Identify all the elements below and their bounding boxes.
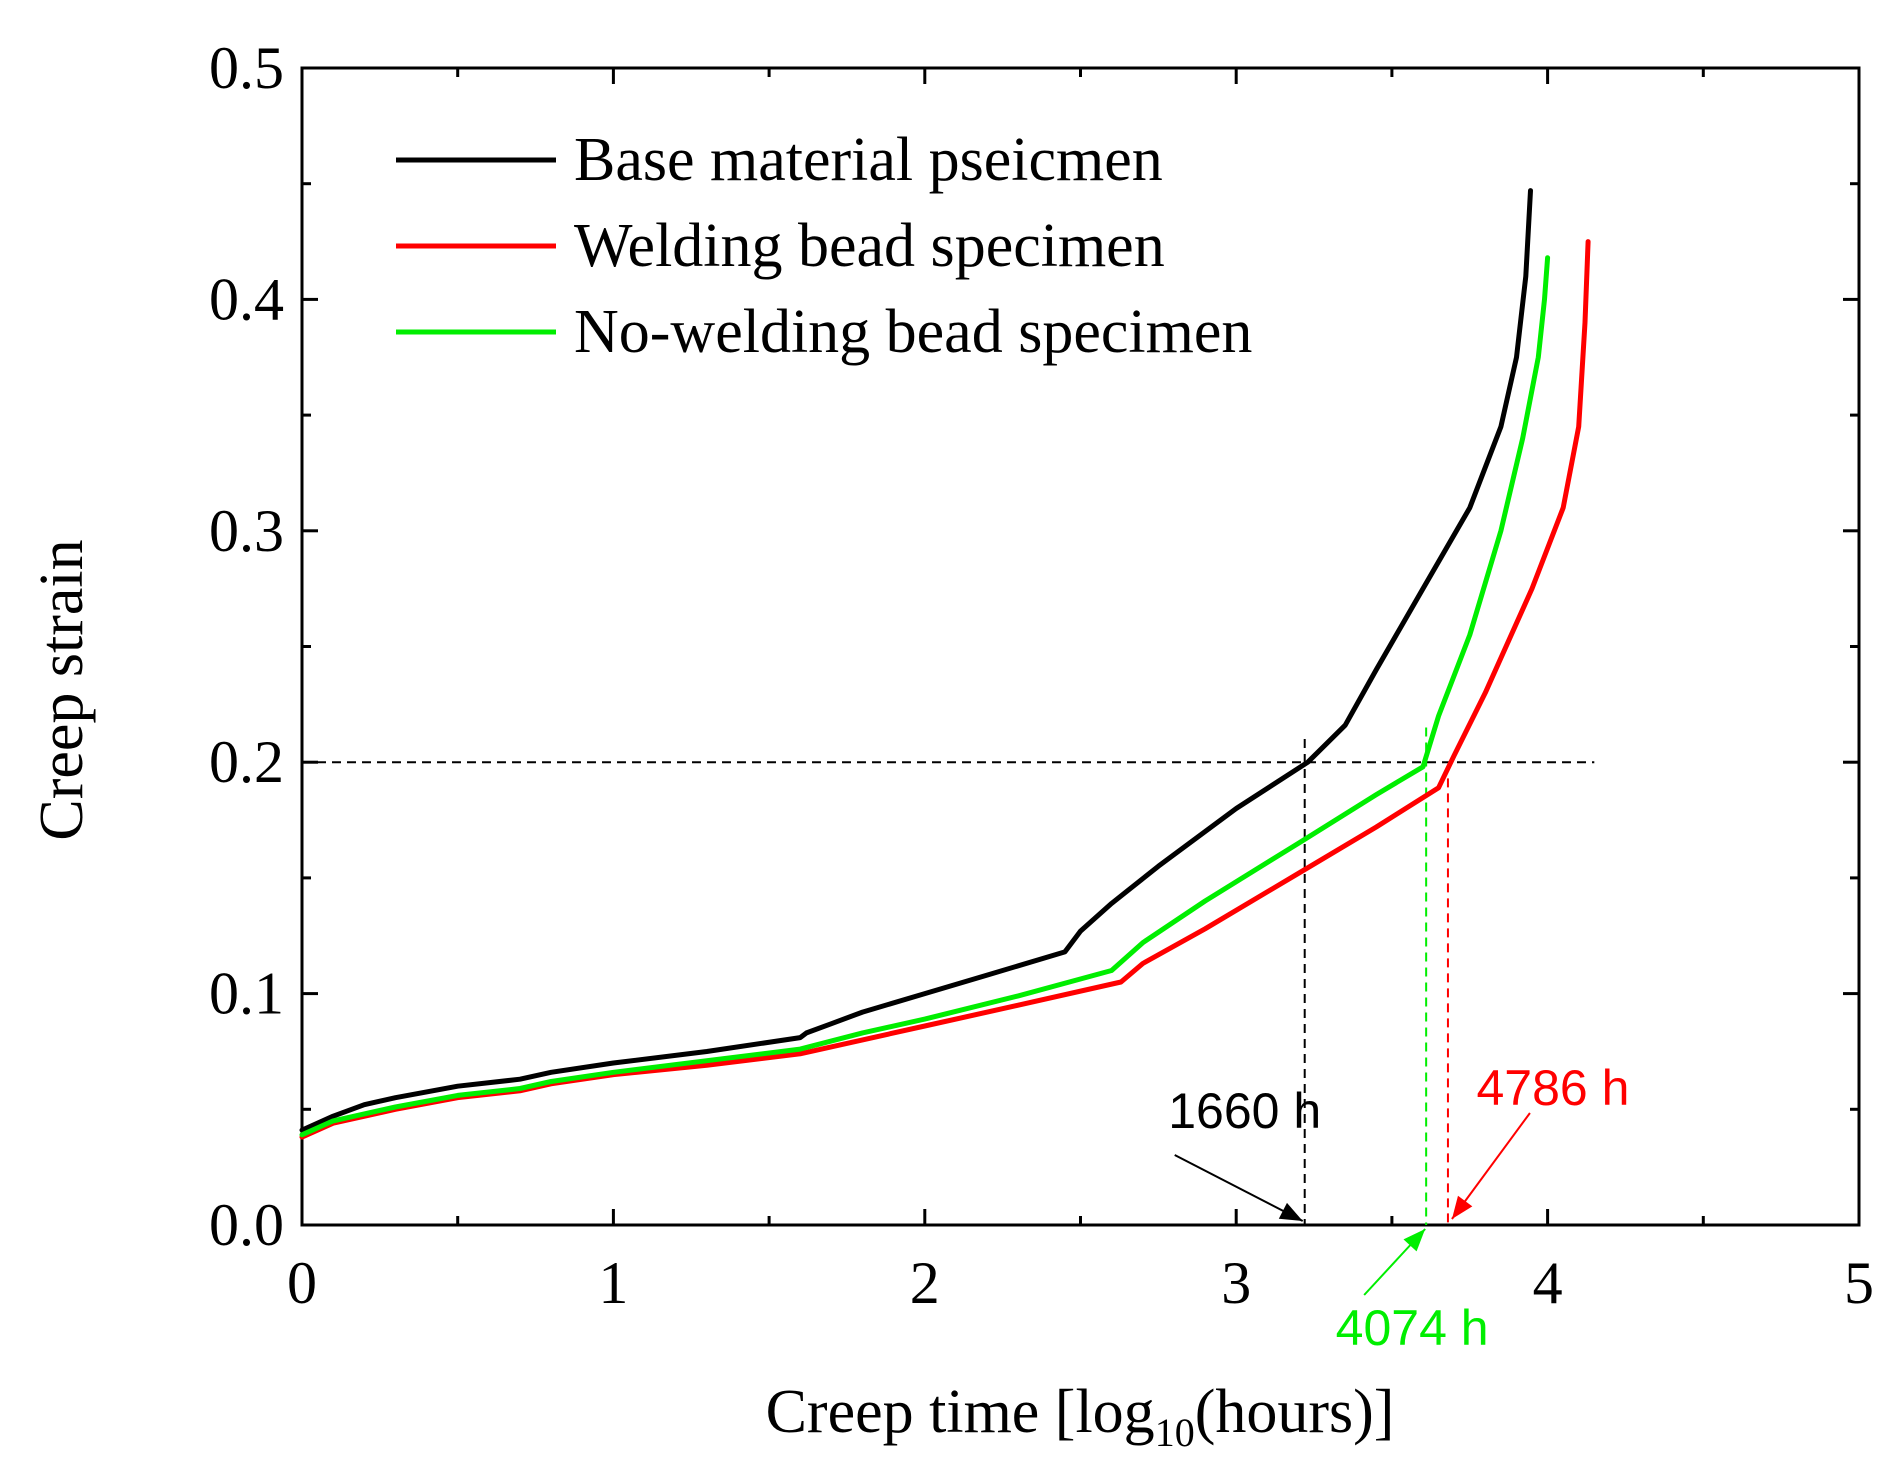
legend: Base material pseicmen Welding bead speci… <box>396 126 1252 366</box>
annotation-arrow-4074-head <box>1403 1229 1426 1252</box>
y-tick-label: 0.5 <box>209 35 284 101</box>
x-tick-label: 3 <box>1221 1250 1251 1316</box>
annotation-arrow-4786-head <box>1451 1195 1473 1219</box>
legend-label-0: Base material pseicmen <box>574 126 1163 194</box>
reference-lines <box>302 727 1595 1225</box>
annotation-label-1660: 1660 h <box>1168 1083 1321 1139</box>
axis-tick-labels: 0 1 2 3 4 5 0.0 0.1 0.2 0.3 0.4 0.5 <box>209 35 1874 1316</box>
y-tick-label: 0.2 <box>209 729 284 795</box>
y-tick-label: 0.3 <box>209 498 284 564</box>
y-axis-label: Creep strain <box>28 539 96 840</box>
x-tick-label: 1 <box>598 1250 628 1316</box>
x-tick-label: 4 <box>1533 1250 1563 1316</box>
x-axis-label: Creep time [log10(hours)] <box>766 1378 1395 1455</box>
annotation-label-4074: 4074 h <box>1336 1300 1489 1356</box>
y-tick-label: 0.1 <box>209 961 284 1027</box>
axis-ticks <box>300 66 1861 1227</box>
data-series <box>299 188 1591 1140</box>
annotation-arrow-1660-head <box>1278 1202 1303 1221</box>
series-line-0 <box>299 188 1533 1133</box>
y-tick-label: 0.0 <box>209 1192 284 1258</box>
y-tick-label: 0.4 <box>209 266 284 332</box>
legend-label-2: No-welding bead specimen <box>574 298 1252 366</box>
series-line-1 <box>299 239 1591 1140</box>
series-line-2 <box>299 255 1551 1138</box>
legend-label-1: Welding bead specimen <box>574 212 1165 280</box>
x-tick-label: 2 <box>910 1250 940 1316</box>
annotations: 1660 h 4074 h 4786 h <box>1168 1060 1629 1356</box>
annotation-arrow-1660-shaft <box>1174 1154 1304 1222</box>
x-tick-label: 5 <box>1844 1250 1874 1316</box>
x-tick-label: 0 <box>287 1250 317 1316</box>
annotation-label-4786: 4786 h <box>1476 1060 1629 1116</box>
